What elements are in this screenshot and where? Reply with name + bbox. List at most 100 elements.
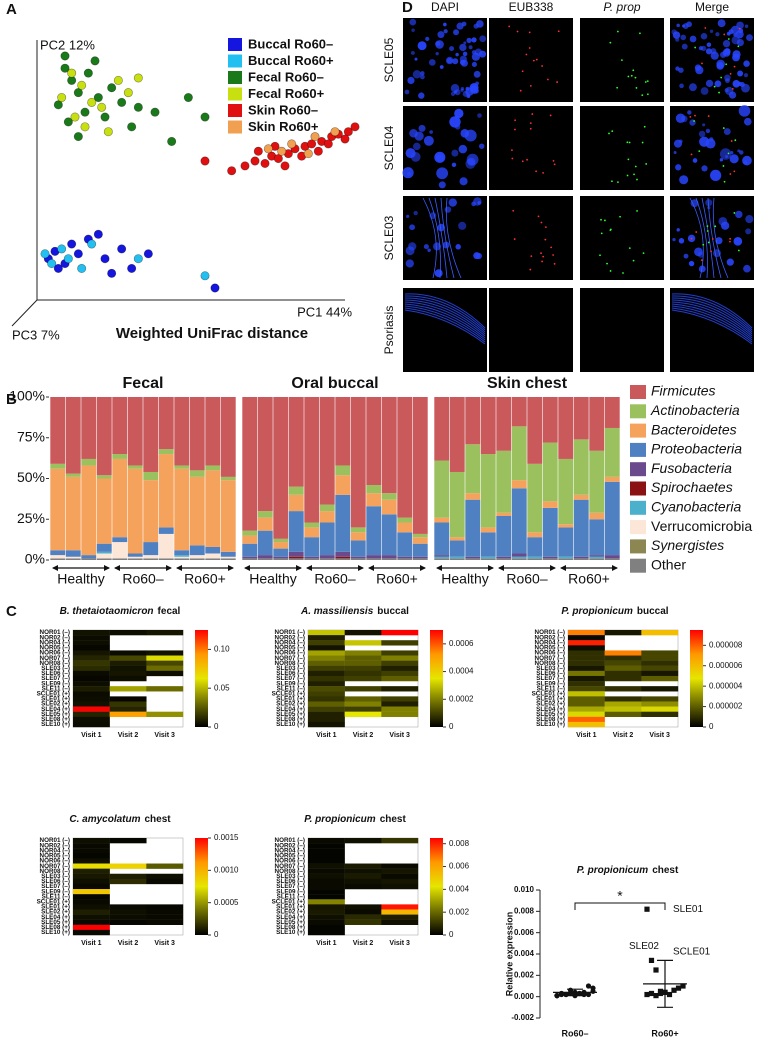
x-tick-label: Ro60– <box>561 1028 588 1038</box>
title-site: buccal <box>637 606 669 617</box>
heatmap-cell <box>568 716 605 723</box>
colorbar-tick-label: 0.0010 <box>214 865 239 874</box>
stain <box>729 237 732 240</box>
heatmap-cell <box>344 868 382 874</box>
row-label: SLE09 (–) <box>276 680 305 687</box>
bar-segment <box>397 522 413 533</box>
stain <box>728 91 737 99</box>
stain <box>692 158 698 163</box>
point <box>307 139 317 149</box>
heatmap-cell <box>604 650 642 656</box>
point <box>200 156 210 166</box>
row-label: NOR01 (–) <box>275 629 305 636</box>
row-label: SLE08 (+) <box>41 924 70 931</box>
point <box>57 244 67 254</box>
heatmap-cell <box>73 878 110 885</box>
point <box>644 906 650 912</box>
point-label: SLE01 <box>673 904 703 915</box>
heatmap-cell <box>641 650 679 656</box>
stain <box>743 73 749 78</box>
heatmap-cell <box>308 670 345 677</box>
bar-segment <box>127 553 143 557</box>
bar-segment <box>381 558 397 560</box>
heatmap-cell <box>109 630 147 636</box>
point <box>558 990 565 997</box>
heatmap-cell <box>381 660 419 666</box>
row-label: SLE09 (–) <box>276 888 305 895</box>
bar-segment <box>527 532 543 538</box>
bar-segment <box>65 558 81 560</box>
title-organism: P. propionicum <box>304 814 376 825</box>
heatmap-cell <box>641 701 679 707</box>
stain <box>448 198 457 207</box>
stain <box>439 65 444 69</box>
heatmap-cell <box>344 711 382 717</box>
stain <box>720 221 730 230</box>
heatmap-cell <box>73 675 110 682</box>
heatmap-cell <box>109 665 147 672</box>
bar-segment <box>335 556 351 559</box>
bar-segment <box>257 530 273 556</box>
stain <box>735 30 744 39</box>
stain <box>544 238 547 241</box>
error-bar <box>567 988 583 997</box>
stain <box>463 41 467 45</box>
stain <box>715 237 723 245</box>
heatmap-cell <box>381 675 419 682</box>
bar-segment <box>366 485 382 494</box>
stain <box>508 25 511 28</box>
bar-segment <box>381 514 397 556</box>
stain <box>707 115 710 117</box>
stain <box>671 301 753 337</box>
bar-segment <box>174 558 190 560</box>
bar-segment <box>257 511 273 518</box>
stain <box>404 301 486 337</box>
group-label: Ro60– <box>506 571 547 587</box>
column-label: Visit 2 <box>118 732 139 739</box>
bar-segment <box>604 427 620 477</box>
bar-segment <box>558 558 574 560</box>
bar-segment <box>50 468 66 551</box>
heatmap-cell <box>73 645 110 651</box>
bar-segment <box>174 468 190 551</box>
bar-segment <box>527 537 543 557</box>
column-label: Visit 1 <box>316 940 337 947</box>
bar-segment <box>397 517 413 523</box>
bar-segment <box>96 558 112 560</box>
colorbar <box>690 630 703 727</box>
point <box>90 56 100 66</box>
bar-segment <box>319 522 335 556</box>
bar-segment <box>542 442 558 502</box>
stain <box>713 85 716 88</box>
column-label: Visit 1 <box>576 732 597 739</box>
error-bar <box>657 959 673 1008</box>
stain <box>540 252 542 255</box>
bar-segment <box>143 480 159 543</box>
bar-segment <box>65 550 81 557</box>
stain <box>675 37 680 42</box>
stain <box>479 50 487 58</box>
heatmap-cell <box>73 858 110 864</box>
stain <box>471 37 477 43</box>
bar-segment <box>65 476 81 551</box>
title-site: chest <box>380 814 407 825</box>
row-label: NOR04 (–) <box>535 639 565 646</box>
heatmap-cell <box>308 635 345 641</box>
stain <box>698 130 706 138</box>
stain <box>706 225 709 228</box>
heatmap-cell <box>381 686 419 692</box>
arrow-head <box>114 565 172 571</box>
bar-segment <box>127 558 143 560</box>
facet-title: Fecal <box>123 375 164 392</box>
stain <box>729 173 732 175</box>
bar-segment <box>527 463 543 533</box>
point <box>73 132 83 142</box>
stain <box>702 243 705 246</box>
heatmap-cell <box>344 863 382 869</box>
point <box>323 139 333 149</box>
point <box>73 249 83 259</box>
bar-segment <box>397 556 413 559</box>
point <box>60 63 70 73</box>
row-label: NOR08 (–) <box>275 868 305 875</box>
bar-segment <box>50 397 66 464</box>
